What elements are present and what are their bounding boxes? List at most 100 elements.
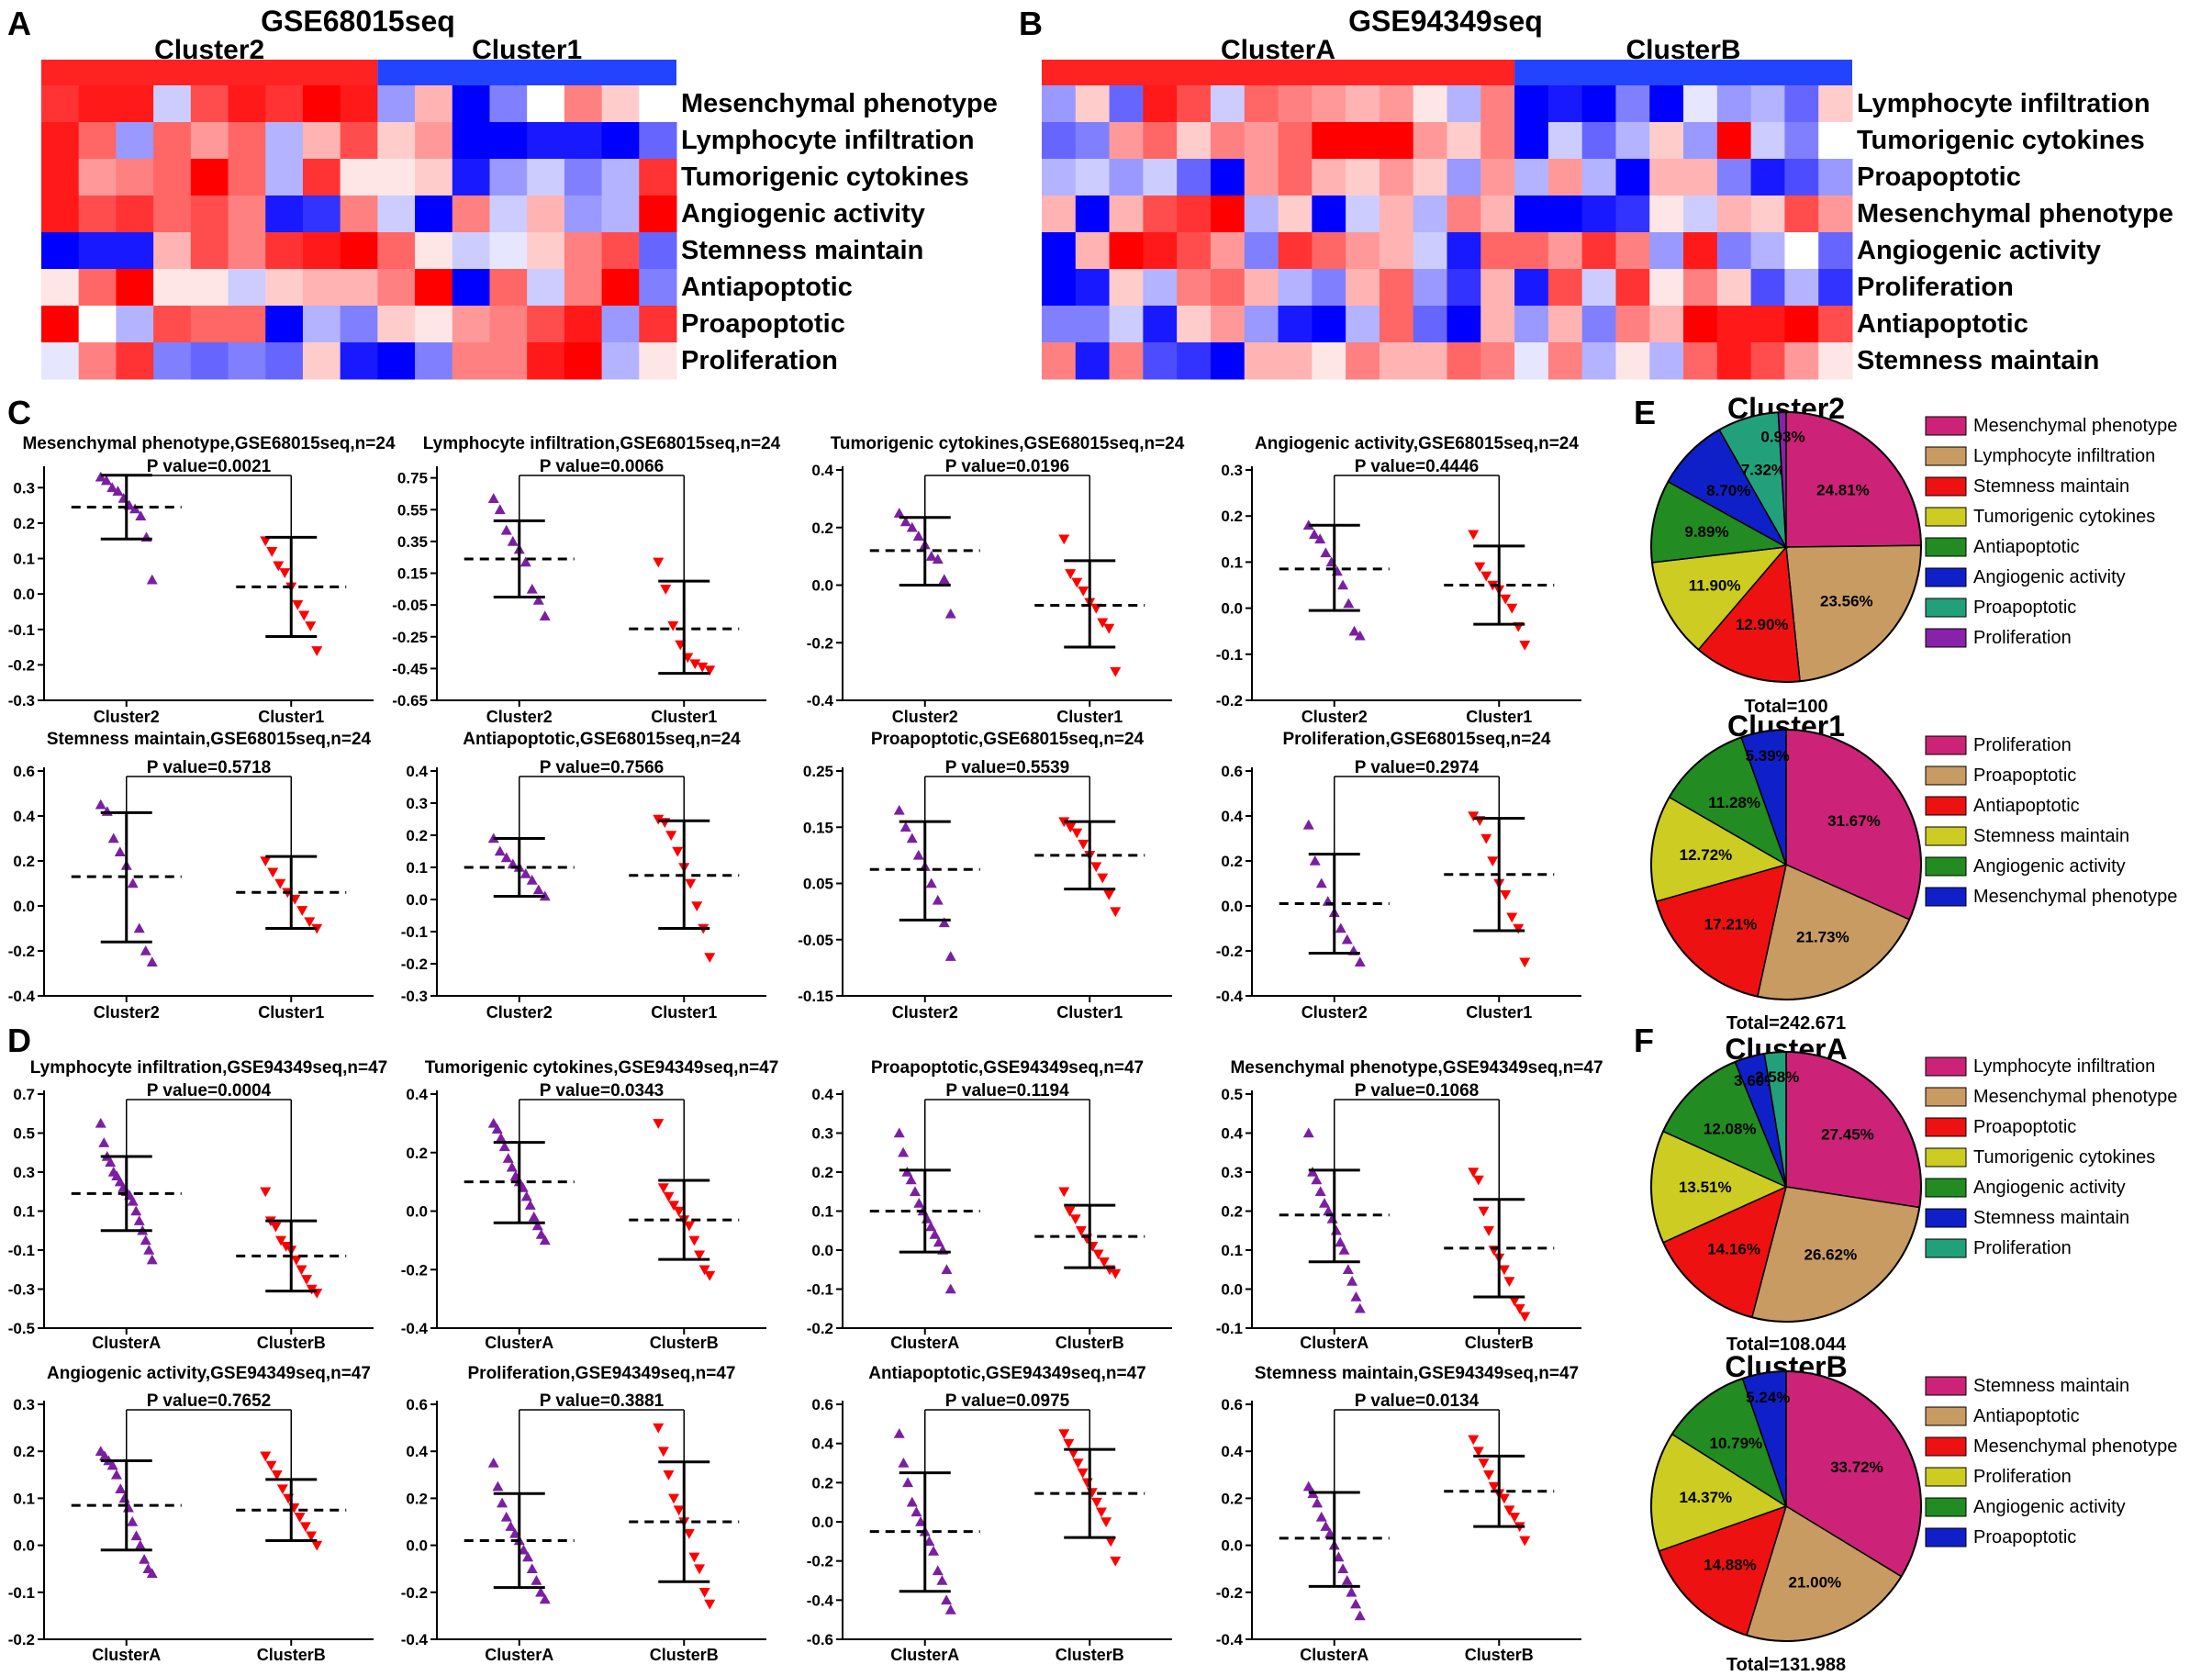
heatmap-cell <box>1750 122 1785 160</box>
panel-letter-d: D <box>7 1022 31 1059</box>
p-value-label: P value=0.1194 <box>945 1081 1069 1101</box>
chart-title: Proapoptotic,GSE94349seq,n=47 <box>871 1058 1144 1078</box>
data-point <box>941 1594 953 1605</box>
y-tick-label: 0.4 <box>1221 1443 1243 1460</box>
data-point <box>923 1536 935 1547</box>
heatmap-cell <box>1177 159 1212 196</box>
y-tick-label: 0.0 <box>406 891 428 909</box>
pie-slice-label: 31.67% <box>1827 812 1881 830</box>
heatmap-row-label: Proliferation <box>681 346 838 375</box>
data-point <box>500 852 512 863</box>
data-point <box>1098 1257 1110 1268</box>
chart-title: Angiogenic activity,GSE94349seq,n=47 <box>47 1364 371 1383</box>
data-point <box>1302 1127 1314 1138</box>
data-point <box>526 1563 538 1573</box>
p-value-label: P value=0.4446 <box>1355 457 1479 476</box>
data-point <box>294 1513 306 1523</box>
legend-label: Proliferation <box>1973 1238 2072 1258</box>
data-point <box>689 659 701 670</box>
data-point <box>944 951 956 961</box>
heatmap-cell <box>1312 159 1346 196</box>
pie-slice-label: 3.60% <box>1734 1072 1778 1089</box>
heatmap-cell <box>1514 306 1549 343</box>
data-point <box>909 1186 921 1197</box>
y-tick-label: 0.1 <box>811 1203 833 1221</box>
heatmap-cell <box>1278 159 1313 196</box>
y-tick-label: -0.2 <box>1216 1584 1243 1602</box>
pie-slice-label: 13.51% <box>1679 1179 1732 1196</box>
y-tick-label: -0.2 <box>401 955 428 973</box>
p-value-label: P value=0.5718 <box>147 758 271 777</box>
y-tick-label: 0.25 <box>803 763 833 780</box>
heatmap-cell <box>1649 85 1684 123</box>
data-point <box>298 610 310 621</box>
x-tick-label: ClusterA <box>485 1646 553 1664</box>
heatmap-cell <box>1177 232 1212 270</box>
data-point <box>944 1283 956 1294</box>
y-tick-label: -0.4 <box>8 988 36 1005</box>
heatmap-cell <box>1312 342 1346 380</box>
scatter-chart: Stemness maintain,GSE94349seq,n=47 0.6 0.4… <box>1216 1364 1581 1664</box>
heatmap-cell <box>1818 269 1853 307</box>
heatmap-cell <box>1447 306 1481 343</box>
data-point <box>1498 1265 1510 1276</box>
y-tick-label: 0.55 <box>397 501 428 519</box>
y-tick-label: 0.6 <box>811 1396 833 1413</box>
heatmap-cell <box>1379 342 1414 380</box>
heatmap-cell <box>1447 342 1481 380</box>
heatmap-cell <box>489 196 528 233</box>
data-point <box>497 1497 508 1508</box>
data-point <box>1506 912 1518 923</box>
data-point <box>688 1235 700 1246</box>
heatmap-cell <box>1210 159 1246 196</box>
heatmap-cell <box>190 342 229 380</box>
y-tick-label: 0.4 <box>1221 808 1243 825</box>
heatmap-cell <box>265 196 304 233</box>
heatmap-cell <box>1480 196 1515 233</box>
y-tick-label: -0.2 <box>1216 692 1243 710</box>
heatmap-cell <box>1413 122 1447 160</box>
data-point <box>1071 828 1083 839</box>
y-tick-label: -0.5 <box>8 1320 35 1337</box>
data-point <box>305 621 317 631</box>
data-point <box>280 1241 292 1252</box>
chart-title: Antiapoptotic,GSE94349seq,n=47 <box>868 1364 1146 1383</box>
y-tick-label: 0.1 <box>13 551 35 568</box>
data-point <box>311 1540 323 1551</box>
data-point <box>1506 603 1518 614</box>
heatmap-cell <box>1312 196 1346 233</box>
y-tick-label: 0.4 <box>811 1086 833 1103</box>
pie-slice-label: 0.93% <box>1760 429 1804 446</box>
data-point <box>1320 1521 1332 1531</box>
heatmap-cell <box>190 269 229 307</box>
heatmap-cell <box>340 122 378 160</box>
heatmap-row-label: Angiogenic activity <box>681 199 925 229</box>
legend-swatch <box>1925 1467 1967 1487</box>
heatmap-cell <box>1784 342 1819 380</box>
legend-swatch <box>1925 1178 1967 1198</box>
y-tick-label: 0.0 <box>1221 1537 1243 1555</box>
data-point <box>1468 1435 1480 1446</box>
heatmap-cell <box>1312 232 1346 270</box>
y-tick-label: 0.2 <box>1221 1203 1243 1221</box>
data-point <box>1348 625 1360 636</box>
data-point <box>130 1530 142 1541</box>
data-point <box>1335 1236 1346 1247</box>
y-tick-label: 0.2 <box>406 827 428 844</box>
heatmap-cell <box>1615 122 1650 160</box>
data-point <box>1474 562 1486 573</box>
heatmap-cell <box>228 306 266 343</box>
heatmap-row-label: Antiapoptotic <box>681 273 853 302</box>
y-tick-label: -0.1 <box>1216 1320 1243 1337</box>
heatmap-cell <box>340 232 378 270</box>
heatmap-cell <box>78 122 117 160</box>
data-point <box>1103 889 1115 900</box>
heatmap-row-label: Angiogenic activity <box>1857 236 2101 265</box>
data-point <box>1500 889 1512 900</box>
heatmap-cell <box>228 232 266 270</box>
scatter-chart: Mesenchymal phenotype,GSE94349seq,n=47 0.… <box>1216 1058 1603 1352</box>
heatmap-cell <box>415 342 453 380</box>
heatmap-cell <box>228 342 266 380</box>
x-tick-label: Cluster1 <box>1466 708 1532 726</box>
heatmap-cell <box>153 306 192 343</box>
